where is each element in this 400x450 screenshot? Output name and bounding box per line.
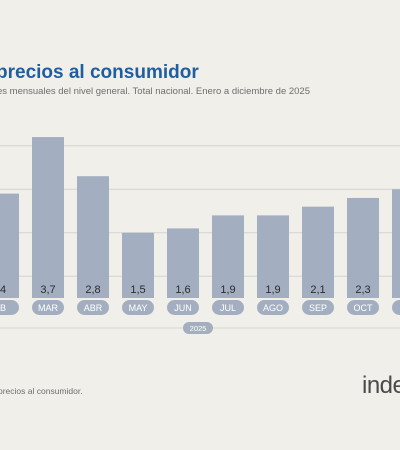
year-label: 2025: [190, 324, 207, 333]
chart-subtitle: es mensuales del nivel general. Total na…: [0, 86, 310, 97]
bar-oct: [347, 197, 379, 298]
month-pill-sep: [302, 300, 334, 315]
month-label-jul: JUL: [220, 303, 236, 313]
month-label-feb: B: [0, 303, 6, 313]
month-pill-nov: [392, 300, 400, 315]
value-label-oct: 2,3: [355, 284, 370, 296]
bar-jul: [212, 215, 244, 298]
bar-nov: [392, 189, 400, 298]
month-pill-abr: [77, 300, 109, 315]
month-label-oct: OCT: [354, 303, 374, 313]
month-label-jun: JUN: [174, 303, 192, 313]
value-label-abr: 2,8: [85, 284, 100, 296]
month-pill-mar: [32, 300, 64, 315]
month-label-mar: MAR: [38, 303, 59, 313]
brand-logo: inde: [362, 372, 400, 399]
month-label-sep: SEP: [309, 303, 327, 313]
bar-mar: [32, 137, 64, 298]
chart-title: precios al consumidor: [0, 62, 199, 83]
bar-feb: [0, 193, 19, 298]
month-pill-may: [122, 300, 154, 315]
value-label-may: 1,5: [130, 284, 145, 296]
month-pill-jun: [167, 300, 199, 315]
month-pill-oct: [347, 300, 379, 315]
value-label-mar: 3,7: [40, 284, 55, 296]
year-pill: [183, 322, 213, 334]
value-label-ago: 1,9: [265, 284, 280, 296]
bar-abr: [77, 176, 109, 298]
value-label-jul: 1,9: [220, 284, 235, 296]
bar-sep: [302, 206, 334, 298]
value-label-feb: 4: [0, 284, 6, 296]
month-label-ago: AGO: [263, 303, 283, 313]
month-pill-jul: [212, 300, 244, 315]
month-pill-feb: [0, 300, 19, 315]
month-label-may: MAY: [129, 303, 148, 313]
value-label-sep: 2,1: [310, 284, 325, 296]
month-label-abr: ABR: [84, 303, 103, 313]
bar-jun: [167, 228, 199, 298]
month-pill-ago: [257, 300, 289, 315]
bar-may: [122, 232, 154, 298]
bar-ago: [257, 215, 289, 298]
source-note: precios al consumidor.: [0, 386, 83, 396]
value-label-jun: 1,6: [175, 284, 190, 296]
